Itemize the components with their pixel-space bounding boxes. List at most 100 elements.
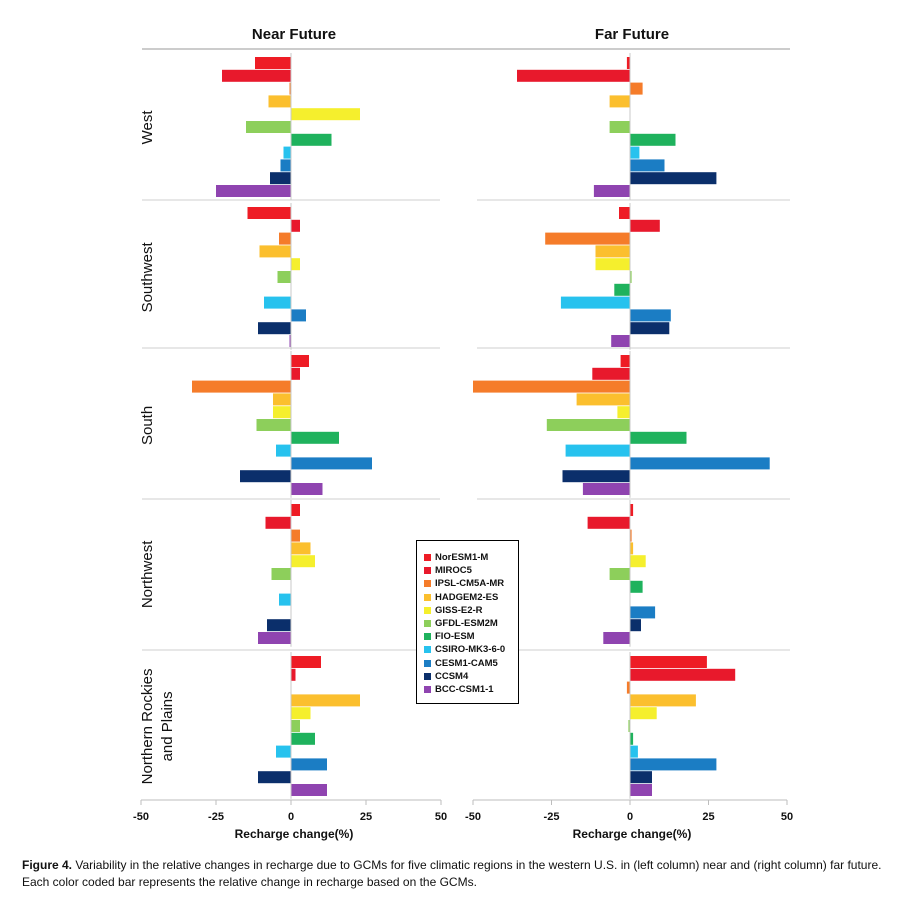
figure-caption: Figure 4. Variability in the relative ch… [22,857,902,891]
legend-item: CESM1-CAM5 [424,657,518,670]
bar-south-near-bcc-csm1-1 [291,483,323,495]
bar-southwest-near-giss-e2-r [291,258,300,271]
bar-northern-rockies-and-plains-far-bcc-csm1-1 [630,784,652,796]
bar-southwest-far-miroc5 [630,219,660,232]
x-tick-label: 50 [435,811,447,823]
x-tick-label: 25 [360,811,372,823]
legend-swatch [424,567,431,575]
legend-swatch [424,659,431,667]
legend-label: GISS-E2-R [435,604,483,616]
bar-west-far-csiro-mk3-6-0 [630,146,640,159]
bar-northwest-near-hadgem2-es [291,542,311,555]
legend-item: IPSL-CM5A-MR [424,577,518,590]
bar-northern-rockies-and-plains-near-bcc-csm1-1 [291,784,327,796]
caption-label: Figure 4. [22,858,73,872]
x-tick-label: 25 [702,811,714,823]
legend-item: CCSM4 [424,670,518,683]
legend-label: NorESM1-M [435,552,489,564]
bar-west-near-ipsl-cm5a-mr [289,82,291,95]
column-title-far: Far Future [595,26,669,43]
legend-item: BCC-CSM1-1 [424,683,518,696]
x-tick-label: -25 [208,811,224,823]
bar-northern-rockies-and-plains-near-giss-e2-r [291,707,311,720]
legend-swatch [424,672,431,680]
bar-northern-rockies-and-plains-far-csiro-mk3-6-0 [630,745,638,758]
bar-southwest-near-bcc-csm1-1 [289,335,291,347]
bar-south-far-miroc5 [592,367,630,380]
bar-west-far-ccsm4 [630,172,717,185]
bar-west-far-noresm1-m [626,57,630,69]
bar-southwest-far-noresm1-m [619,207,630,219]
bar-south-far-hadgem2-es [576,393,630,406]
bar-south-far-noresm1-m [620,355,630,367]
bar-south-near-miroc5 [291,367,300,380]
bar-south-near-csiro-mk3-6-0 [276,444,291,457]
bar-southwest-near-gfdl-esm2m [277,271,291,283]
legend-swatch [424,633,431,641]
x-tick-label: -25 [544,811,560,823]
bar-northwest-near-ccsm4 [267,619,291,632]
bar-southwest-far-bcc-csm1-1 [611,335,630,347]
legend-swatch [424,580,431,588]
bar-south-far-giss-e2-r [617,406,630,419]
region-label: Southwest [139,242,156,313]
bar-west-far-ipsl-cm5a-mr [630,82,643,95]
bar-south-far-cesm1-cam5 [630,457,770,470]
bar-southwest-far-csiro-mk3-6-0 [560,296,630,309]
bar-south-near-fio-esm [291,431,339,444]
legend-item: GFDL-ESM2M [424,617,518,630]
bar-west-far-miroc5 [517,69,630,82]
legend-label: FIO-ESM [435,631,475,643]
legend-label: IPSL-CM5A-MR [435,578,505,590]
bar-south-far-csiro-mk3-6-0 [565,444,630,457]
bar-northern-rockies-and-plains-far-hadgem2-es [630,694,696,707]
bar-northwest-far-giss-e2-r [630,555,646,568]
bar-northwest-far-hadgem2-es [630,542,634,555]
bar-southwest-far-hadgem2-es [595,245,630,258]
bar-west-near-miroc5 [222,69,291,82]
bar-southwest-near-cesm1-cam5 [291,309,306,322]
x-axis-label-far: Recharge change(%) [573,827,692,841]
bar-west-far-gfdl-esm2m [609,121,630,133]
bar-northwest-far-bcc-csm1-1 [603,632,630,644]
bar-southwest-far-ccsm4 [630,322,670,335]
bar-south-near-noresm1-m [291,355,309,367]
bar-northern-rockies-and-plains-near-csiro-mk3-6-0 [276,745,291,758]
legend-swatch [424,593,431,601]
region-label: Northern Rockies [139,668,156,784]
bar-northwest-near-noresm1-m [291,504,300,516]
bar-west-far-cesm1-cam5 [630,159,665,172]
legend-item: NorESM1-M [424,551,518,564]
legend-item: GISS-E2-R [424,604,518,617]
bar-northern-rockies-and-plains-near-gfdl-esm2m [291,720,300,732]
bar-west-near-noresm1-m [255,57,291,69]
bar-southwest-near-ipsl-cm5a-mr [279,232,291,245]
legend-swatch [424,646,431,654]
bar-northern-rockies-and-plains-far-gfdl-esm2m [628,720,630,732]
bar-south-near-ccsm4 [240,470,291,483]
bar-northern-rockies-and-plains-far-ccsm4 [630,771,652,784]
region-label: and Plains [159,691,176,761]
x-tick-label: 0 [288,811,294,823]
bar-south-far-bcc-csm1-1 [582,483,630,495]
bar-northern-rockies-and-plains-near-fio-esm [291,732,315,745]
bar-northern-rockies-and-plains-far-giss-e2-r [630,707,657,720]
bar-northwest-near-bcc-csm1-1 [258,632,291,644]
bar-northern-rockies-and-plains-far-fio-esm [630,732,634,745]
x-axis-label-near: Recharge change(%) [235,827,354,841]
legend-label: GFDL-ESM2M [435,618,498,630]
legend-swatch [424,606,431,614]
bar-northern-rockies-and-plains-far-ipsl-cm5a-mr [626,681,630,694]
legend-label: BCC-CSM1-1 [435,683,494,695]
x-tick-label: 0 [627,811,633,823]
bar-west-near-cesm1-cam5 [280,159,291,172]
bar-south-far-fio-esm [630,431,687,444]
legend-label: MIROC5 [435,565,472,577]
region-label: Northwest [139,540,156,608]
bar-west-far-bcc-csm1-1 [593,185,630,197]
bar-southwest-far-cesm1-cam5 [630,309,671,322]
bar-northwest-near-ipsl-cm5a-mr [291,529,300,542]
bar-northern-rockies-and-plains-near-hadgem2-es [291,694,360,707]
bar-northern-rockies-and-plains-near-miroc5 [291,668,296,681]
